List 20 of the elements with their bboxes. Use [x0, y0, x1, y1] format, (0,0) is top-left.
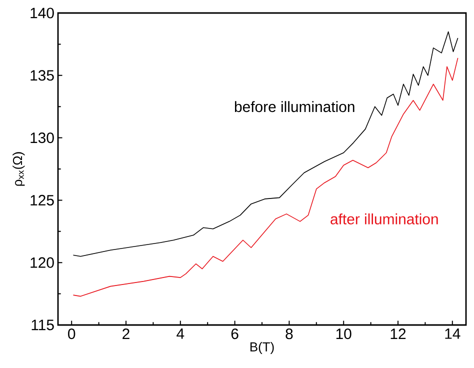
x-tick-label: 10 — [336, 328, 352, 340]
x-axis-title: B(T) — [250, 342, 274, 354]
x-tick-label: 2 — [122, 328, 130, 339]
y-axis-title: ρ$_{xx}$(Ω) — [12, 152, 25, 186]
x-tick-label: 12 — [390, 328, 406, 339]
y-tick-label: 125 — [30, 194, 54, 206]
line-series — [72, 31, 458, 257]
y-tick-label: 120 — [30, 257, 54, 268]
y-tick-label: 130 — [30, 132, 54, 144]
series-label: after illumination — [330, 213, 438, 224]
x-tick-label: 6 — [231, 328, 238, 340]
x-tick-label: 0 — [68, 328, 76, 340]
series-label: before illumination — [234, 101, 354, 112]
y-tick-label: 140 — [30, 8, 54, 18]
x-tick-label: 14 — [445, 328, 460, 339]
x-tick-label: 8 — [286, 328, 293, 340]
y-tick-label: 135 — [30, 70, 54, 81]
x-tick-label: 4 — [176, 328, 184, 339]
y-tick-label: 115 — [32, 320, 54, 330]
line-series — [72, 58, 458, 297]
